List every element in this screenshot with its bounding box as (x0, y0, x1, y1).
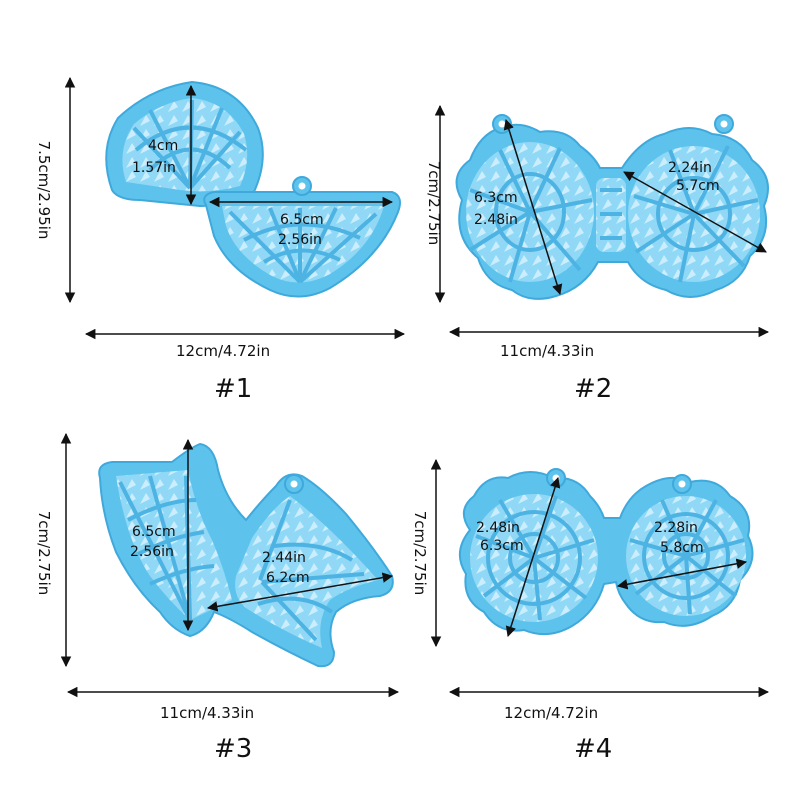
mold-2 (455, 114, 769, 300)
height-label-4: 7cm/2.75in (411, 510, 429, 596)
height-label-2: 7cm/2.75in (425, 160, 443, 246)
dim-cm-1a: 4cm (148, 138, 179, 154)
width-label-2: 11cm/4.33in (500, 342, 595, 360)
mold-1 (105, 80, 401, 298)
dim-in-4b: 2.28in (654, 520, 698, 536)
dim-cm-4b: 5.8cm (660, 540, 704, 556)
dim-in-4a: 2.48in (476, 520, 520, 536)
product-number-3: #3 (214, 734, 253, 764)
dim-in-1a: 1.57in (132, 160, 176, 176)
dim-cm-2a: 6.3cm (474, 190, 518, 206)
width-label-4: 12cm/4.72in (504, 704, 599, 722)
height-label-1: 7.5cm/2.95in (35, 140, 53, 240)
height-label-3: 7cm/2.75in (35, 510, 53, 596)
width-label-3: 11cm/4.33in (160, 704, 255, 722)
width-label-1: 12cm/4.72in (176, 342, 271, 360)
dim-in-1b: 2.56in (278, 232, 322, 248)
product-number-1: #1 (214, 374, 253, 404)
dim-in-3a: 2.56in (130, 544, 174, 560)
dim-cm-3a: 6.5cm (132, 524, 176, 540)
product-number-2: #2 (574, 374, 613, 404)
dim-cm-4a: 6.3cm (480, 538, 524, 554)
dimension-arrows (60, 76, 770, 698)
dim-cm-3b: 6.2cm (266, 570, 310, 586)
dim-in-3b: 2.44in (262, 550, 306, 566)
dim-cm-2b: 5.7cm (676, 178, 720, 194)
dim-in-2a: 2.48in (474, 212, 518, 228)
dim-cm-1b: 6.5cm (280, 212, 324, 228)
product-number-4: #4 (574, 734, 613, 764)
dim-in-2b: 2.24in (668, 160, 712, 176)
